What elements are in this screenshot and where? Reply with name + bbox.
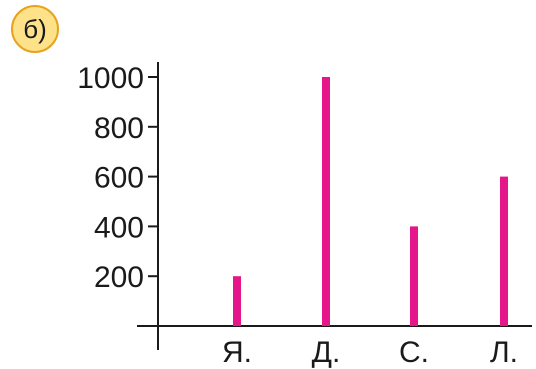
y-tick-label: 800: [94, 112, 144, 145]
y-tick-label: 600: [94, 162, 144, 195]
x-category-label: Я.: [222, 336, 252, 369]
figure-label-badge: б): [11, 5, 59, 53]
y-tick-label: 400: [94, 211, 144, 244]
x-category-labels: Я. Д. С. Л.: [222, 336, 518, 369]
x-category-label: Л.: [490, 336, 518, 369]
bar-2: [322, 77, 330, 326]
bar-3: [410, 226, 418, 326]
x-category-label: Д.: [312, 336, 341, 369]
figure-label: б): [23, 14, 47, 44]
bar-1: [233, 276, 241, 326]
x-category-label: С.: [399, 336, 429, 369]
bar-4: [500, 176, 508, 326]
figure-label-circle: [11, 5, 59, 53]
y-ticks: 200 400 600 800 1000: [77, 62, 158, 294]
bars: [233, 77, 508, 326]
y-tick-label: 200: [94, 261, 144, 294]
y-tick-label: 1000: [77, 62, 144, 95]
axes: [137, 62, 532, 350]
